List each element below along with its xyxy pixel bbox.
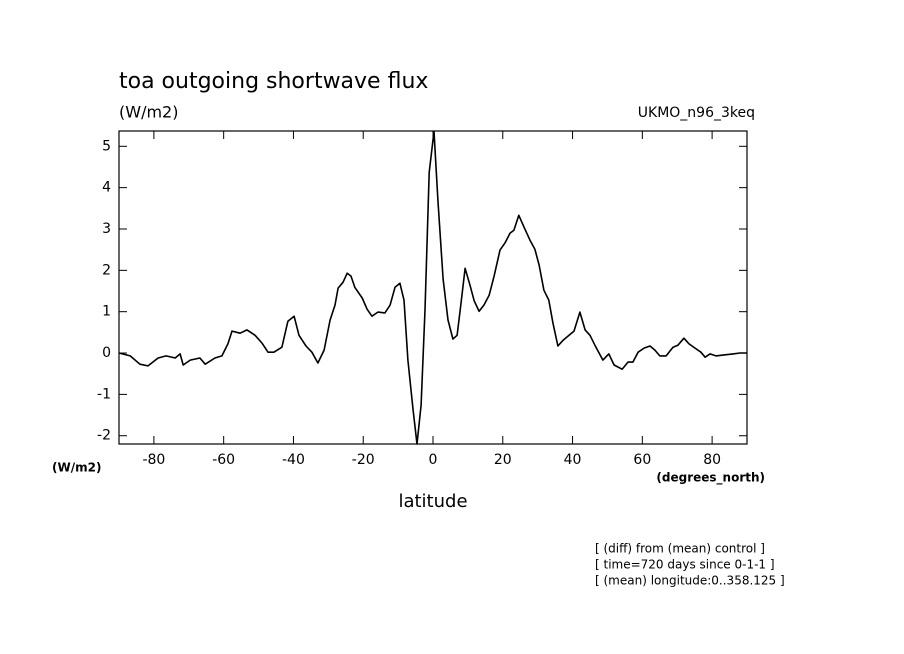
y-tick-label: 5 bbox=[102, 138, 111, 154]
y-tick-label: 1 bbox=[102, 304, 111, 320]
x-axis-label: latitude bbox=[398, 491, 467, 512]
x-unit-label: (degrees_north) bbox=[656, 471, 765, 486]
x-tick-label: 60 bbox=[633, 452, 651, 468]
model-label: UKMO_n96_3keq bbox=[638, 105, 755, 121]
y-tick-label: -1 bbox=[97, 386, 111, 402]
y-tick-label: 0 bbox=[102, 345, 111, 361]
x-tick-label: -80 bbox=[142, 452, 165, 468]
y-tick-label: 4 bbox=[102, 180, 111, 196]
plot-frame bbox=[118, 130, 748, 445]
y-unit-label: (W/m2) bbox=[52, 461, 101, 475]
x-tick-label: -20 bbox=[352, 452, 375, 468]
y-tick-label: -2 bbox=[97, 428, 111, 444]
x-tick-label: 20 bbox=[494, 452, 512, 468]
chart-subtitle: (W/m2) bbox=[119, 103, 178, 122]
chart-title: toa outgoing shortwave flux bbox=[119, 69, 428, 94]
y-tick-label: 2 bbox=[102, 262, 111, 278]
x-tick-label: -60 bbox=[212, 452, 235, 468]
y-tick-label: 3 bbox=[102, 221, 111, 237]
note: [ time=720 days since 0-1-1 ] bbox=[595, 558, 775, 572]
x-tick-label: 0 bbox=[429, 452, 438, 468]
x-tick-label: 80 bbox=[703, 452, 721, 468]
note: [ (mean) longitude:0..358.125 ] bbox=[595, 574, 785, 588]
note: [ (diff) from (mean) control ] bbox=[595, 542, 765, 556]
data-line bbox=[118, 130, 747, 445]
x-tick-label: 40 bbox=[564, 452, 582, 468]
x-tick-label: -40 bbox=[282, 452, 305, 468]
